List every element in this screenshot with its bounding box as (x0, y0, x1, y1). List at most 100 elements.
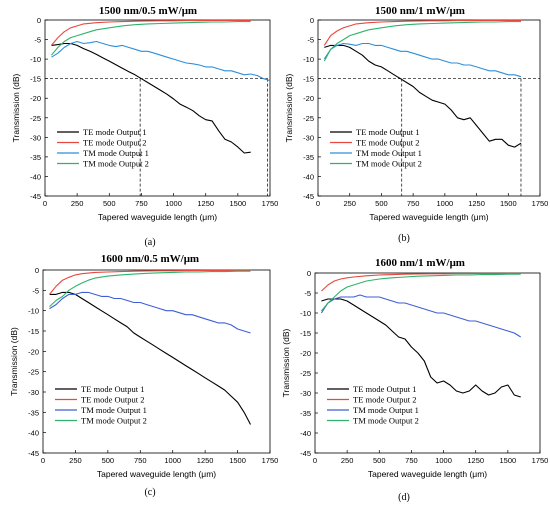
y-tick-label: -45 (303, 192, 314, 201)
panel-caption: (a) (144, 237, 155, 248)
legend-entry: TM mode Output 1 (353, 405, 419, 415)
legend-entry: TM mode Output 2 (83, 159, 149, 169)
x-tick-label: 500 (102, 456, 115, 465)
y-axis-label: Transmission (dB) (284, 74, 294, 143)
x-tick-label: 1250 (468, 199, 485, 208)
legend-entry: TM mode Output 2 (356, 159, 422, 169)
legend-entry: TM mode Output 2 (353, 416, 419, 426)
x-tick-label: 250 (69, 456, 82, 465)
y-axis-label: Transmission (dB) (11, 74, 21, 143)
y-tick-label: -20 (28, 347, 39, 356)
y-tick-label: -10 (300, 309, 311, 318)
legend-entry: TM mode Output 2 (81, 416, 147, 426)
x-tick-label: 500 (103, 199, 116, 208)
y-tick-label: -45 (300, 449, 311, 458)
plot-frame (314, 272, 541, 454)
x-tick-label: 0 (43, 199, 47, 208)
x-tick-label: 250 (71, 199, 84, 208)
y-tick-label: -10 (28, 307, 39, 316)
panel-caption: (c) (144, 487, 155, 498)
x-tick-label: 0 (313, 456, 317, 465)
series-line-te-mode-output-1 (324, 44, 522, 148)
x-tick-label: 1750 (262, 199, 279, 208)
y-tick-label: -25 (300, 369, 311, 378)
series-line-tm-mode-output-2 (323, 21, 521, 62)
y-tick-label: -35 (303, 153, 314, 162)
x-tick-label: 0 (41, 456, 45, 465)
series-line-tm-mode-output-1 (49, 291, 251, 334)
y-tick-label: -15 (30, 75, 41, 84)
y-tick-label: -10 (30, 55, 41, 64)
y-tick-label: -5 (34, 36, 41, 45)
series-line-tm-mode-output-1 (320, 294, 521, 338)
x-tick-label: 1250 (197, 456, 214, 465)
y-tick-label: -35 (30, 153, 41, 162)
y-tick-label: 0 (310, 16, 314, 25)
series-line-te-mode-output-2 (321, 272, 521, 292)
y-tick-label: -35 (300, 409, 311, 418)
legend-entry: TE mode Output 1 (81, 384, 145, 394)
x-tick-label: 750 (135, 199, 148, 208)
x-tick-label: 1500 (229, 456, 246, 465)
y-tick-label: -35 (28, 408, 39, 417)
x-axis-label: Tapered waveguide length (μm) (368, 469, 487, 479)
series-line-te-mode-output-1 (321, 298, 521, 398)
series-line-te-mode-output-1 (49, 291, 251, 425)
y-tick-label: -20 (300, 349, 311, 358)
series-line-tm-mode-output-2 (50, 21, 251, 56)
series-line-te-mode-output-2 (50, 19, 251, 46)
plot-frame (42, 269, 271, 454)
chart-panel-c: 1600 nm/0.5 mW/μm 0 -5 -10 -15 -20 -25 -30 -35 -4… (9, 253, 278, 498)
y-tick-label: -45 (30, 192, 41, 201)
y-tick-label: -5 (304, 289, 311, 298)
legend-entry: TE mode Output 2 (356, 138, 420, 148)
chart-title: 1500 nm/1 mW/μm (375, 5, 465, 17)
legend-entry: TE mode Output 1 (353, 384, 417, 394)
x-tick-label: 1750 (532, 199, 549, 208)
x-tick-label: 1000 (435, 456, 452, 465)
x-tick-label: 1500 (230, 199, 247, 208)
series-line-te-mode-output-1 (51, 42, 251, 154)
chart-title: 1600 nm/1 mW/μm (375, 257, 465, 269)
series-line-tm-mode-output-2 (49, 270, 251, 308)
chart-panel-a: 1500 nm/0.5 mW/μm 0 -5 -10 -15 -20 -25 -30 -35 -4… (11, 5, 278, 248)
panel-caption: (b) (398, 233, 410, 244)
y-tick-label: -30 (300, 389, 311, 398)
legend-entry: TE mode Output 1 (356, 127, 420, 137)
panel-caption: (d) (398, 492, 410, 503)
y-tick-label: -25 (30, 114, 41, 123)
chart-panel-b: 1500 nm/1 mW/μm 0 -5 -10 -15 -20 -25 -30 -35 -40 -… (284, 5, 548, 244)
y-tick-label: -5 (32, 286, 39, 295)
legend-entry: TE mode Output 1 (83, 127, 147, 137)
x-axis-label: Tapered waveguide length (μm) (98, 212, 217, 222)
y-tick-label: -45 (28, 449, 39, 458)
plot-frame (44, 19, 271, 197)
x-tick-label: 1250 (467, 456, 484, 465)
x-tick-label: 250 (341, 456, 354, 465)
legend-entry: TM mode Output 1 (356, 148, 422, 158)
legend-entry: TE mode Output 2 (81, 395, 145, 405)
y-axis-label: Transmission (dB) (281, 329, 291, 398)
x-tick-label: 1000 (437, 199, 454, 208)
x-tick-label: 0 (316, 199, 320, 208)
x-tick-label: 750 (134, 456, 147, 465)
y-tick-label: -30 (30, 133, 41, 142)
x-tick-label: 1000 (164, 456, 181, 465)
y-tick-label: -40 (300, 429, 311, 438)
y-tick-label: -30 (303, 133, 314, 142)
y-tick-label: -25 (28, 368, 39, 377)
series-line-te-mode-output-2 (49, 269, 251, 295)
y-tick-label: -20 (30, 94, 41, 103)
y-axis-label: Transmission (dB) (9, 327, 19, 396)
series-line-tm-mode-output-2 (320, 273, 521, 312)
y-tick-label: -5 (307, 36, 314, 45)
legend-entry: TM mode Output 1 (81, 405, 147, 415)
y-tick-label: 0 (307, 269, 311, 278)
plot-frame (317, 19, 541, 197)
legend-entry: TE mode Output 2 (83, 138, 147, 148)
y-tick-label: -15 (28, 327, 39, 336)
y-tick-label: -20 (303, 94, 314, 103)
y-tick-label: -40 (28, 429, 39, 438)
series-line-tm-mode-output-1 (51, 40, 271, 82)
